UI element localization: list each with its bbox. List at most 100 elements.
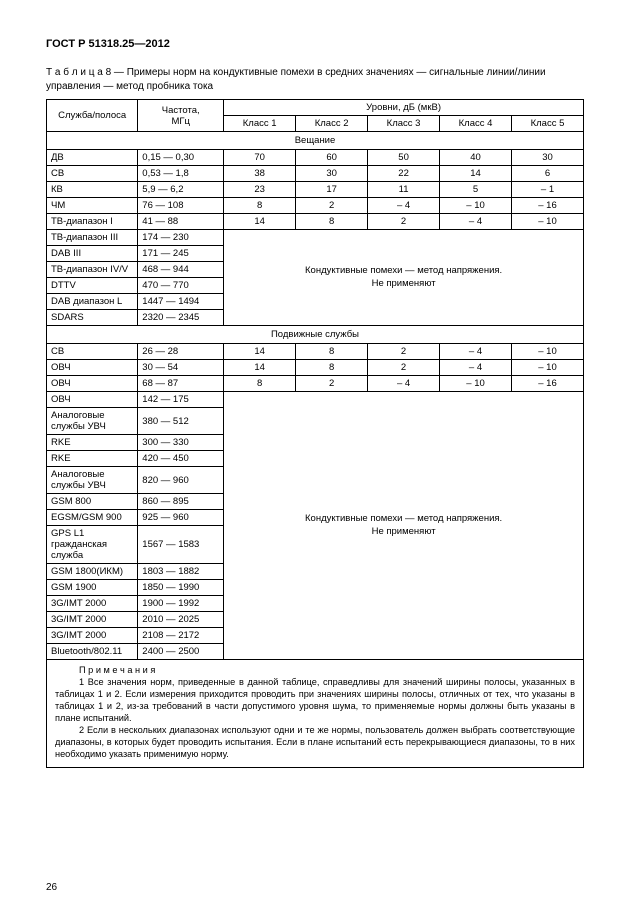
cell-value: 8	[296, 214, 368, 230]
cell-service: SDARS	[47, 310, 138, 326]
cell-value: 8	[296, 344, 368, 360]
cell-service: ТВ-диапазон III	[47, 230, 138, 246]
cell-freq: 420 — 450	[138, 451, 224, 467]
cell-value: 17	[296, 182, 368, 198]
hdr-k4: Класс 4	[440, 116, 512, 132]
cell-value: 14	[440, 166, 512, 182]
caption-line2: управления — метод пробника тока	[46, 81, 213, 92]
cell-freq: 2400 — 2500	[138, 644, 224, 660]
section-header: Подвижные службы	[47, 326, 584, 344]
cell-service: ТВ-диапазон I	[47, 214, 138, 230]
cell-value: – 10	[440, 198, 512, 214]
cell-service: GSM 1800(ИКМ)	[47, 564, 138, 580]
cell-service: ОВЧ	[47, 360, 138, 376]
cell-value: 40	[440, 150, 512, 166]
cell-service: GSM 800	[47, 494, 138, 510]
table-row: СВ26 — 281482– 4– 10	[47, 344, 584, 360]
cell-service: DAB диапазон L	[47, 294, 138, 310]
cell-freq: 30 — 54	[138, 360, 224, 376]
table-row: КВ5,9 — 6,22317115– 1	[47, 182, 584, 198]
table-row: ОВЧ30 — 541482– 4– 10	[47, 360, 584, 376]
not-applicable-cell: Кондуктивные помехи — метод напряжения.Н…	[224, 392, 584, 660]
section-header: Вещание	[47, 132, 584, 150]
cell-value: 2	[296, 376, 368, 392]
cell-value: 30	[296, 166, 368, 182]
cell-service: 3G/IMT 2000	[47, 612, 138, 628]
cell-value: 14	[224, 360, 296, 376]
cell-value: – 4	[368, 376, 440, 392]
cell-freq: 300 — 330	[138, 435, 224, 451]
hdr-k2: Класс 2	[296, 116, 368, 132]
cell-service: Аналоговые службы УВЧ	[47, 408, 138, 435]
notes-block: П р и м е ч а н и я 1 Все значения норм,…	[46, 660, 584, 768]
cell-value: 23	[224, 182, 296, 198]
table-caption: Т а б л и ц а 8 — Примеры норм на кондук…	[46, 66, 584, 93]
cell-value: – 4	[440, 214, 512, 230]
notes-2: 2 Если в нескольких диапазонах использую…	[55, 725, 575, 761]
cell-freq: 68 — 87	[138, 376, 224, 392]
cell-service: СВ	[47, 344, 138, 360]
cell-service: ОВЧ	[47, 392, 138, 408]
cell-value: – 4	[440, 360, 512, 376]
cell-value: – 4	[440, 344, 512, 360]
cell-freq: 925 — 960	[138, 510, 224, 526]
cell-freq: 470 — 770	[138, 278, 224, 294]
cell-freq: 0,15 — 0,30	[138, 150, 224, 166]
hdr-k1: Класс 1	[224, 116, 296, 132]
table-row: ТВ-диапазон I41 — 881482– 4– 10	[47, 214, 584, 230]
cell-freq: 142 — 175	[138, 392, 224, 408]
cell-value: 30	[512, 150, 584, 166]
cell-value: – 10	[440, 376, 512, 392]
cell-value: 14	[224, 214, 296, 230]
table-row: СВ0,53 — 1,8383022146	[47, 166, 584, 182]
cell-value: 38	[224, 166, 296, 182]
cell-value: 2	[368, 214, 440, 230]
table-row: ЧМ76 — 10882– 4– 10– 16	[47, 198, 584, 214]
hdr-k3: Класс 3	[368, 116, 440, 132]
cell-service: DTTV	[47, 278, 138, 294]
cell-value: 70	[224, 150, 296, 166]
cell-value: – 10	[512, 360, 584, 376]
cell-freq: 1900 — 1992	[138, 596, 224, 612]
cell-service: КВ	[47, 182, 138, 198]
cell-freq: 2320 — 2345	[138, 310, 224, 326]
hdr-freq: Частота, МГц	[138, 100, 224, 132]
cell-freq: 2010 — 2025	[138, 612, 224, 628]
cell-value: – 16	[512, 376, 584, 392]
cell-service: СВ	[47, 166, 138, 182]
cell-service: DAB III	[47, 246, 138, 262]
cell-freq: 468 — 944	[138, 262, 224, 278]
notes-1: 1 Все значения норм, приведенные в данно…	[55, 677, 575, 725]
cell-freq: 1567 — 1583	[138, 526, 224, 564]
table-row: ОВЧ142 — 175Кондуктивные помехи — метод …	[47, 392, 584, 408]
cell-value: – 4	[368, 198, 440, 214]
cell-freq: 820 — 960	[138, 467, 224, 494]
hdr-service: Служба/полоса	[47, 100, 138, 132]
cell-value: 2	[296, 198, 368, 214]
cell-freq: 860 — 895	[138, 494, 224, 510]
cell-freq: 174 — 230	[138, 230, 224, 246]
table-row: ОВЧ68 — 8782– 4– 10– 16	[47, 376, 584, 392]
cell-value: 14	[224, 344, 296, 360]
table-row: ДВ0,15 — 0,307060504030	[47, 150, 584, 166]
cell-freq: 76 — 108	[138, 198, 224, 214]
cell-value: – 10	[512, 214, 584, 230]
hdr-k5: Класс 5	[512, 116, 584, 132]
cell-freq: 0,53 — 1,8	[138, 166, 224, 182]
cell-freq: 2108 — 2172	[138, 628, 224, 644]
cell-value: 5	[440, 182, 512, 198]
cell-service: ТВ-диапазон IV/V	[47, 262, 138, 278]
cell-service: 3G/IMT 2000	[47, 596, 138, 612]
cell-service: Bluetooth/802.11	[47, 644, 138, 660]
cell-value: 2	[368, 360, 440, 376]
cell-service: 3G/IMT 2000	[47, 628, 138, 644]
cell-value: 8	[224, 376, 296, 392]
cell-value: 8	[224, 198, 296, 214]
cell-value: 2	[368, 344, 440, 360]
cell-value: 50	[368, 150, 440, 166]
cell-value: – 10	[512, 344, 584, 360]
hdr-levels: Уровни, дБ (мкВ)	[224, 100, 584, 116]
not-applicable-cell: Кондуктивные помехи — метод напряжения.Н…	[224, 230, 584, 326]
cell-value: – 1	[512, 182, 584, 198]
cell-value: 6	[512, 166, 584, 182]
